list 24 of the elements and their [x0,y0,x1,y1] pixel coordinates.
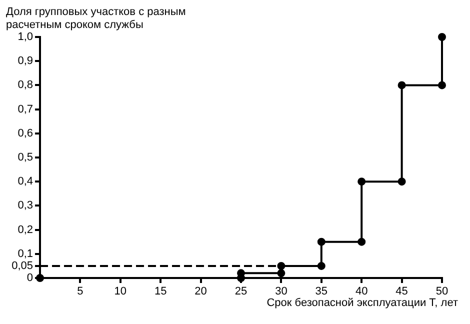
y-tick-label: 0,1 [18,248,33,260]
x-axis-title: Срок безопасной эксплуатации T, лет [266,297,458,309]
y-tick-label: 0,3 [18,200,33,212]
x-tick-label: 35 [315,286,328,298]
x-tick-label: 40 [355,286,368,298]
y-axis-title: Доля групповых участков с разным расчетным сроком службы [6,6,187,32]
x-tick-label: 25 [234,286,248,298]
x-tick-label: 45 [396,286,408,298]
y-tick-label: 0,6 [18,127,33,140]
y-tick-label: 0,4 [18,176,33,188]
y-tick-label: 0,2 [18,224,33,236]
x-tick-label: 10 [114,286,127,298]
y-tick-label: 0,05 [12,260,33,272]
x-tick-label: 5 [77,286,84,298]
x-tick-label: 30 [275,286,288,298]
x-tick-label: 15 [154,286,167,298]
y-tick-label: 0,5 [18,152,33,164]
y-tick-label: 0,8 [18,79,33,92]
y-tick-label: 0 [26,272,33,284]
y-tick-label: 0,7 [18,103,33,116]
x-tick-label: 20 [194,286,207,298]
y-tick-label: 1,0 [18,31,33,44]
y-tick-label: 0,9 [18,55,33,68]
x-tick-label: 50 [436,286,448,298]
